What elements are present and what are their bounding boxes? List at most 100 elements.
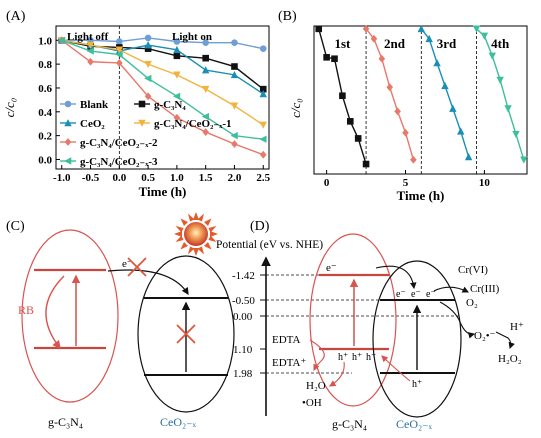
panel-a-label: (A) <box>6 9 26 24</box>
data-point <box>378 54 386 63</box>
data-point <box>231 140 238 148</box>
chart-a-marks <box>57 34 267 159</box>
chart-a-frame: -1.0 -0.5 0.0 0.5 1.0 1.5 2.0 2.5 0.0 0.2 0.4 0.6 0.… <box>2 25 271 199</box>
data-point <box>173 71 181 79</box>
data-point <box>144 34 152 42</box>
series-line <box>61 39 264 140</box>
data-point <box>386 83 394 92</box>
y-axis-title: c/c₀ <box>288 98 303 118</box>
legend-entry: g-C₃N₄/CeO₂₋ₓ-3 <box>80 156 158 168</box>
cycle-label: 4th <box>491 36 510 51</box>
electron-label-c: e⁻ <box>122 258 133 270</box>
rb-label: RB <box>18 303 34 317</box>
legend-entry: CeO₂ <box>80 118 105 130</box>
potential-tick: 0.00 <box>233 311 253 323</box>
legend-entry: g-C₃N₄/CeO₂₋ₓ-1 <box>154 118 232 130</box>
data-point <box>57 36 66 44</box>
data-point <box>259 150 267 159</box>
data-point <box>230 70 239 79</box>
cr3-label: Cr(III) <box>470 283 500 295</box>
data-point <box>259 45 267 52</box>
data-point <box>173 45 181 54</box>
y-tick-label: 0.4 <box>38 107 52 119</box>
data-point <box>144 74 152 83</box>
panel-b-label: (B) <box>278 9 297 24</box>
data-point <box>441 81 449 90</box>
legend-marker <box>64 157 72 165</box>
legend-marker <box>64 100 72 108</box>
data-point <box>339 92 346 100</box>
data-point <box>331 55 338 63</box>
data-point <box>173 38 181 45</box>
data-point <box>417 24 425 33</box>
x-tick-label: 0.5 <box>141 172 155 184</box>
series-line <box>61 39 264 156</box>
data-point <box>259 135 267 143</box>
electron-label-d4: e⁻ <box>426 289 436 300</box>
x-tick-label: 2.5 <box>256 172 270 184</box>
potential-axis-title: Potential (eV vs. NHE) <box>216 239 323 251</box>
data-point <box>86 41 95 49</box>
material-label-gcn-c: g-C₃N₄ <box>48 415 83 429</box>
data-point <box>259 121 267 129</box>
legend-marker <box>64 138 72 146</box>
data-point <box>362 160 370 168</box>
data-point <box>488 52 496 60</box>
data-point <box>201 66 210 74</box>
data-point <box>116 38 123 45</box>
data-point <box>173 52 181 60</box>
panel-c-label: (C) <box>6 219 25 234</box>
data-point <box>370 34 378 43</box>
data-point <box>346 118 354 125</box>
potential-tick: -0.50 <box>232 295 255 307</box>
edta-label: EDTA <box>272 334 301 346</box>
o2-label: O₂ <box>466 297 478 309</box>
peroxide-formation-arrow <box>495 331 515 350</box>
y-axis-title: c/c₀ <box>2 98 17 118</box>
electron-transfer-arrow-d <box>375 265 417 290</box>
data-point <box>425 34 433 43</box>
data-point <box>504 105 512 113</box>
data-point <box>202 128 209 136</box>
electron-transfer-arrow-c <box>107 269 189 296</box>
electron-label-d1: e⁻ <box>326 262 337 274</box>
potential-tick: 1.98 <box>233 368 253 380</box>
recombination-arrow <box>45 275 65 350</box>
data-point <box>402 128 409 137</box>
cycle-label: 1st <box>334 36 351 51</box>
x-tick-label: -0.5 <box>82 172 100 184</box>
data-point <box>202 54 209 62</box>
data-point <box>144 92 152 101</box>
x-tick-label: 1.0 <box>170 172 184 184</box>
x-tick-label: 5 <box>403 177 409 189</box>
gcn-ellipse-d <box>309 233 397 407</box>
x-axis-title: Time (h) <box>139 184 187 199</box>
electron-label-d3: e⁻ <box>411 289 421 300</box>
data-point <box>115 46 124 54</box>
legend-entry: g-C₃N₄/CeO₂₋ₓ-2 <box>80 137 158 149</box>
material-label-gcn-d: g-C₃N₄ <box>332 417 367 431</box>
data-point <box>323 54 330 61</box>
panel-b: (B) 0 5 10 Time (h) c/c₀ 1st 2nd 3rd 4th <box>278 9 528 203</box>
chart-b-frame: 0 5 10 Time (h) c/c₀ 1st 2nd 3rd 4th <box>288 25 528 203</box>
hydroxyl-radical-label: •OH <box>302 397 322 409</box>
cycle-label: 2nd <box>384 36 406 51</box>
data-point <box>480 32 489 40</box>
data-point <box>354 135 362 142</box>
legend-marker <box>138 100 146 108</box>
x-tick-label: 10 <box>479 177 491 189</box>
blocked-transfer-cross-icon <box>127 257 147 277</box>
y-tick-label: 1.0 <box>38 35 52 47</box>
data-point <box>362 24 370 33</box>
electron-label-d2: e⁻ <box>396 289 406 300</box>
data-point <box>315 25 323 33</box>
blocked-excitation-cross-icon <box>176 324 196 344</box>
data-point <box>231 63 238 70</box>
data-point <box>259 90 267 98</box>
chart-a-plot-frame <box>55 25 270 170</box>
potential-tick: -1.42 <box>232 270 255 282</box>
ceo2-ellipse-c <box>137 255 235 413</box>
material-label-ceo2-c: CeO₂₋ₓ <box>160 415 197 429</box>
data-point <box>231 39 238 46</box>
